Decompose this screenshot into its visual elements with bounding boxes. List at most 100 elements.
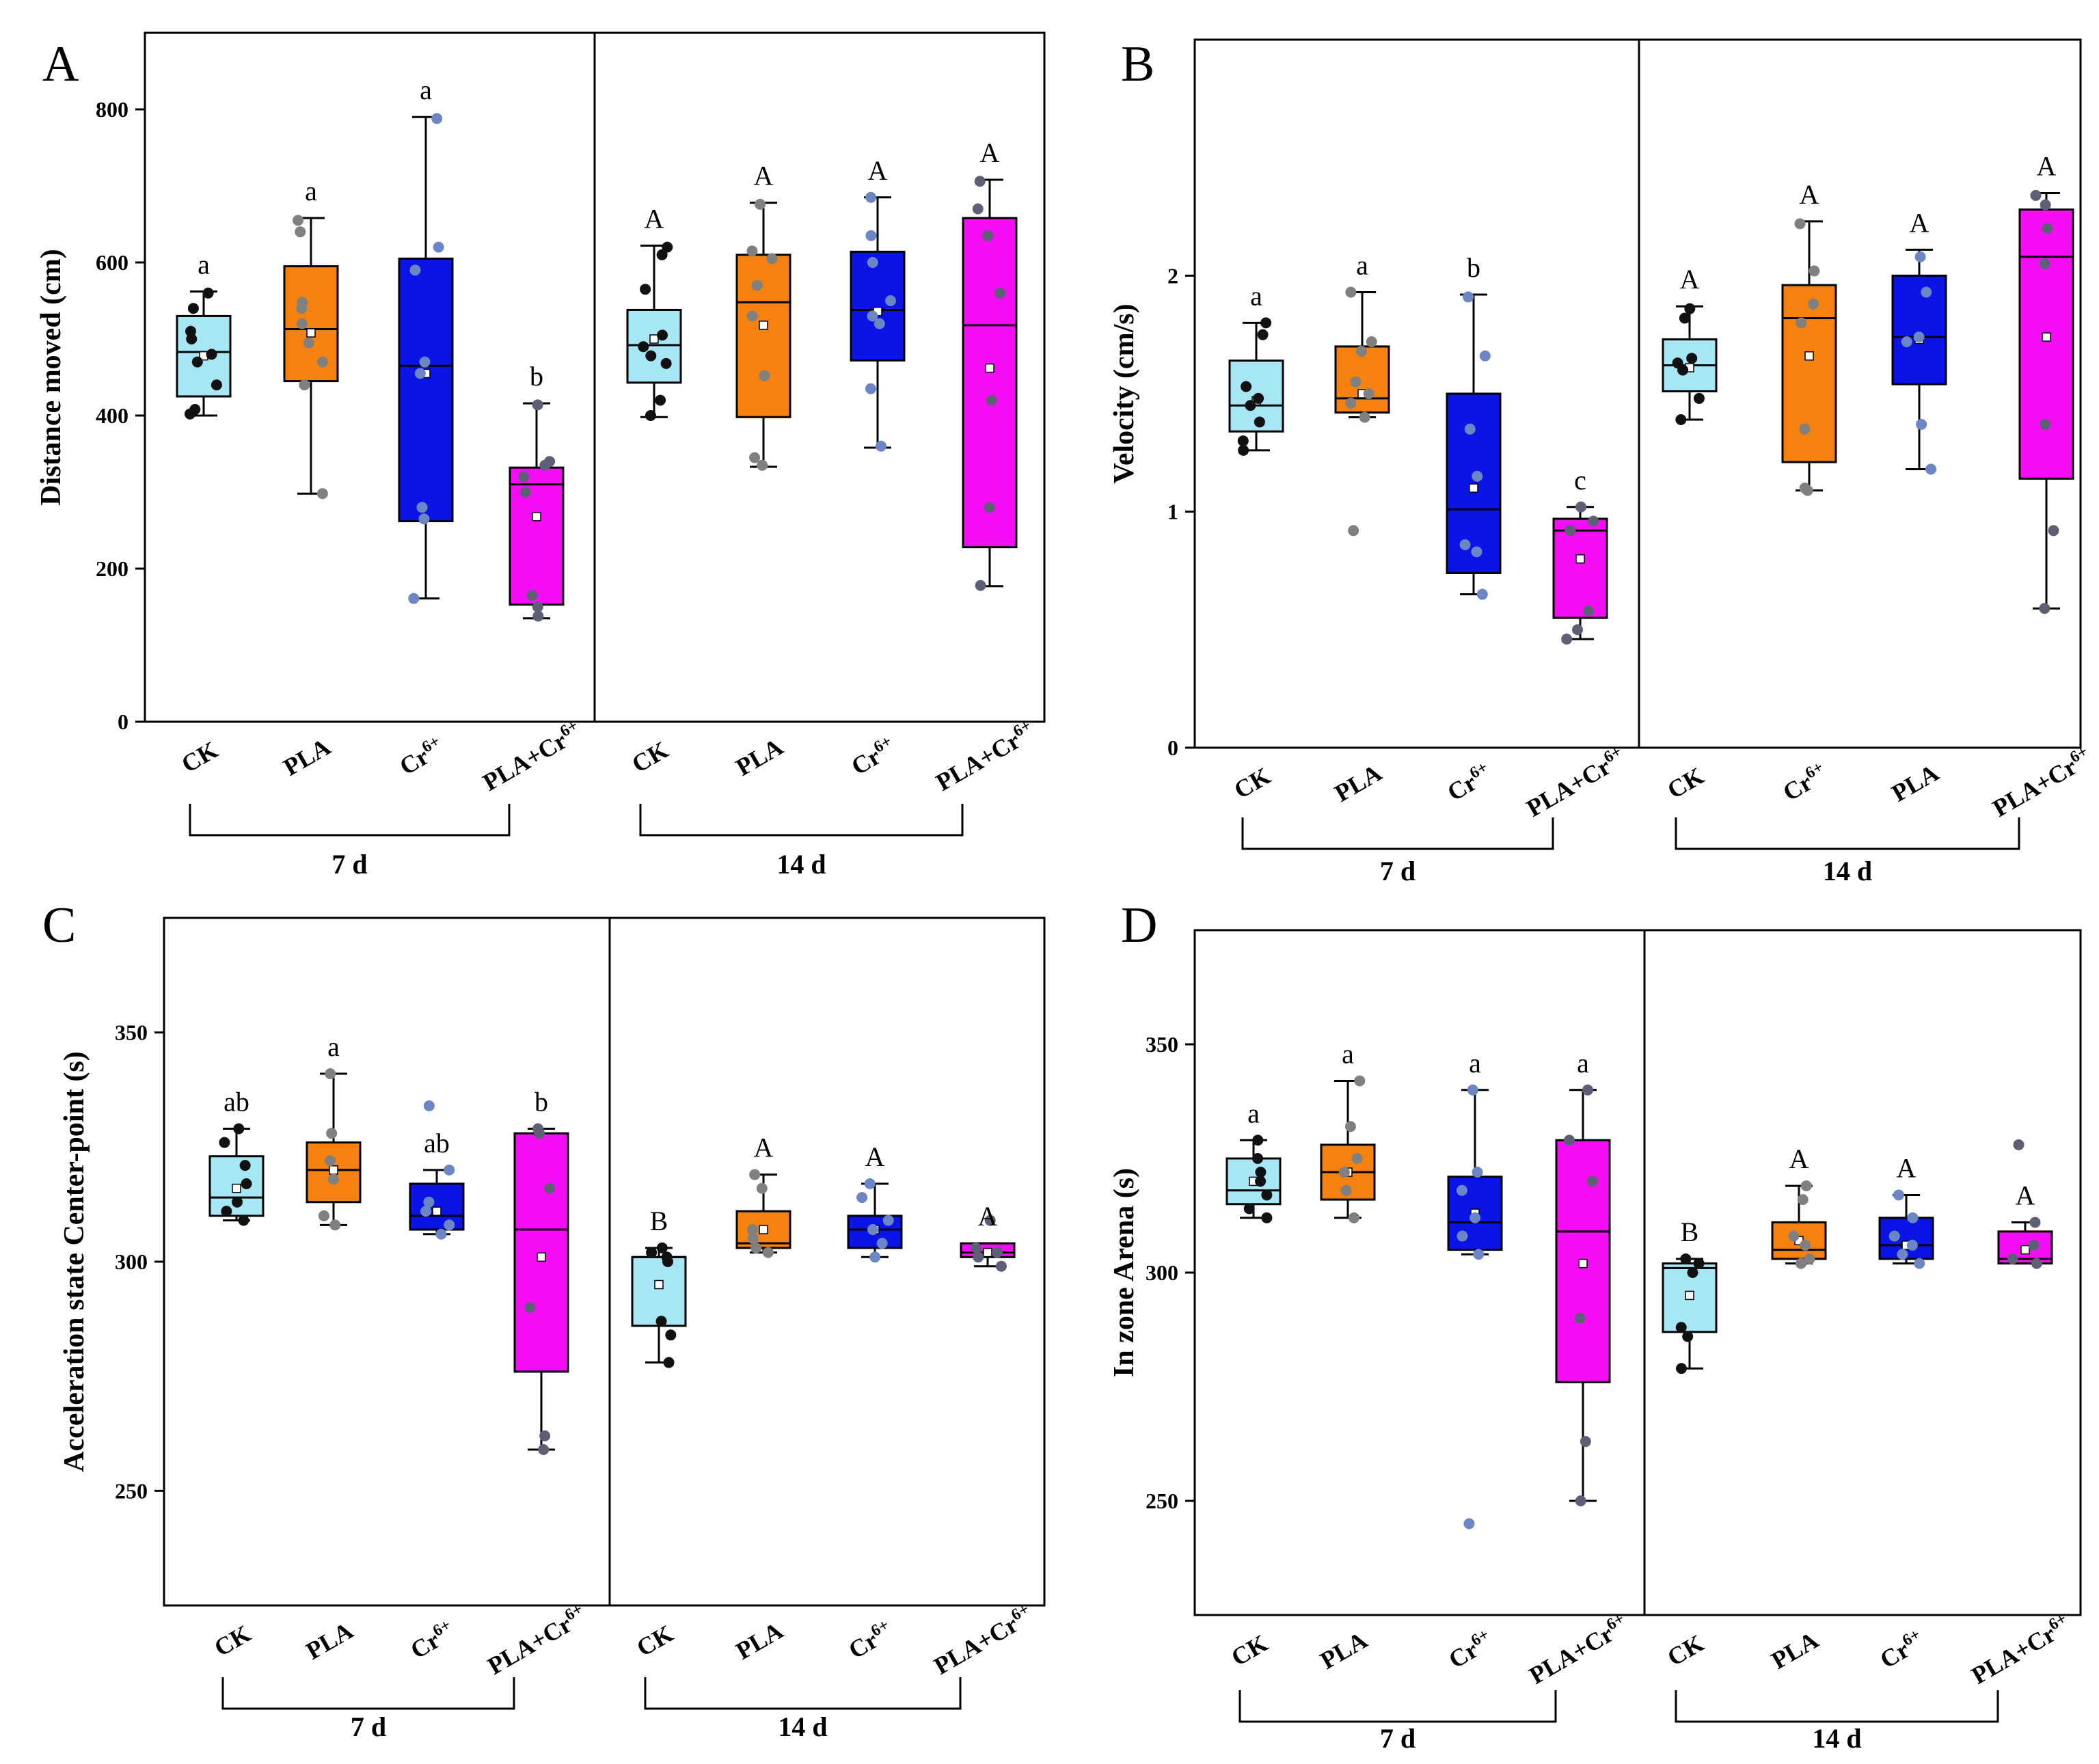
data-point — [1574, 1312, 1586, 1324]
data-point — [1471, 546, 1482, 558]
category-label: CK — [1230, 762, 1275, 804]
data-point — [1794, 218, 1806, 230]
category-label: Cr6+ — [1444, 1626, 1498, 1674]
data-point — [1338, 1167, 1350, 1178]
data-point — [1675, 1322, 1687, 1333]
data-point — [1255, 1167, 1267, 1178]
data-point — [1350, 376, 1362, 388]
data-point — [1582, 1084, 1593, 1096]
data-point — [187, 303, 199, 314]
data-point — [238, 1215, 249, 1226]
data-point — [327, 1173, 339, 1185]
box-iqr — [735, 254, 791, 418]
category-label: PLA+Cr6+ — [1524, 1610, 1634, 1690]
data-point — [1800, 1239, 1811, 1251]
data-point — [2029, 1217, 2041, 1228]
y-tick-label: 300 — [1146, 1260, 1178, 1285]
data-point — [2028, 1239, 2040, 1251]
data-point — [1344, 1121, 1356, 1132]
data-point — [317, 356, 329, 368]
category-label: Cr6+ — [1442, 759, 1497, 806]
significance-letter: A — [645, 203, 664, 234]
data-point — [970, 1242, 981, 1253]
data-point — [1580, 1436, 1591, 1448]
significance-letter: a — [198, 249, 210, 280]
group-label: 14 d — [1812, 1723, 1861, 1754]
significance-letter: A — [2037, 150, 2057, 181]
significance-letter: b — [530, 361, 543, 392]
data-point — [1255, 1176, 1267, 1187]
data-point — [1243, 1203, 1255, 1215]
data-point — [869, 1251, 881, 1263]
data-point — [1561, 634, 1573, 645]
data-point — [1672, 357, 1683, 369]
data-point — [1921, 286, 1932, 298]
box-3: ab Cr6+ — [405, 1100, 465, 1664]
data-point — [865, 191, 877, 203]
data-point — [657, 329, 668, 341]
data-point — [876, 1238, 888, 1249]
data-point — [191, 356, 203, 368]
data-point — [992, 1247, 1003, 1258]
box-5: A CK — [1662, 264, 1718, 804]
data-point — [865, 383, 876, 394]
significance-letter: A — [978, 1201, 998, 1232]
data-point — [2039, 603, 2050, 614]
panel-letter: A — [42, 36, 79, 92]
category-label: PLA — [1887, 759, 1943, 807]
data-point — [762, 1247, 774, 1258]
data-point — [433, 241, 444, 253]
mean-marker — [759, 1225, 768, 1234]
data-point — [211, 379, 222, 391]
data-point — [1679, 312, 1690, 324]
data-point — [435, 1228, 447, 1240]
box-2: a PLA — [1330, 250, 1390, 807]
data-point — [655, 394, 666, 406]
significance-letter: a — [1250, 280, 1262, 311]
data-point — [524, 1302, 536, 1314]
y-tick-label: 400 — [96, 403, 128, 428]
significance-letter: A — [1789, 1143, 1809, 1174]
category-label: CK — [1227, 1629, 1273, 1672]
data-point — [1457, 1230, 1468, 1242]
data-point — [1345, 397, 1357, 409]
data-point — [1682, 1331, 1694, 1342]
mean-marker — [329, 1165, 338, 1175]
box-6: A PLA — [731, 1132, 791, 1665]
data-point — [1355, 345, 1367, 357]
significance-letter: A — [754, 1132, 774, 1163]
data-point — [645, 350, 657, 362]
group-bracket — [1675, 817, 2020, 850]
data-point — [409, 264, 421, 276]
data-point — [1241, 381, 1252, 392]
data-point — [749, 452, 761, 463]
y-tick-label: 300 — [115, 1249, 148, 1274]
data-point — [423, 1196, 435, 1208]
data-point — [2040, 199, 2051, 211]
box-iqr — [1552, 517, 1608, 619]
data-point — [295, 226, 306, 238]
mean-marker — [1469, 483, 1478, 493]
data-point — [984, 1215, 996, 1226]
box-5: A CK — [626, 203, 682, 778]
category-label: Cr6+ — [394, 733, 449, 781]
box-1: a CK — [1228, 280, 1284, 804]
data-point — [1693, 1258, 1705, 1269]
mean-marker — [306, 328, 316, 338]
data-point — [984, 502, 995, 513]
significance-letter: a — [1247, 1098, 1260, 1128]
significance-letter: A — [2016, 1180, 2035, 1211]
box-4: b PLA+Cr6+ — [483, 1087, 592, 1680]
data-point — [865, 230, 877, 241]
data-point — [1363, 388, 1374, 399]
data-point — [2007, 1253, 2018, 1264]
y-tick-label: 2 — [1167, 263, 1178, 288]
data-point — [645, 410, 656, 421]
data-point — [1799, 423, 1811, 435]
data-point — [1354, 1075, 1366, 1087]
category-label: CK — [1663, 1629, 1709, 1672]
data-point — [444, 1219, 455, 1231]
data-point — [2039, 258, 2050, 270]
